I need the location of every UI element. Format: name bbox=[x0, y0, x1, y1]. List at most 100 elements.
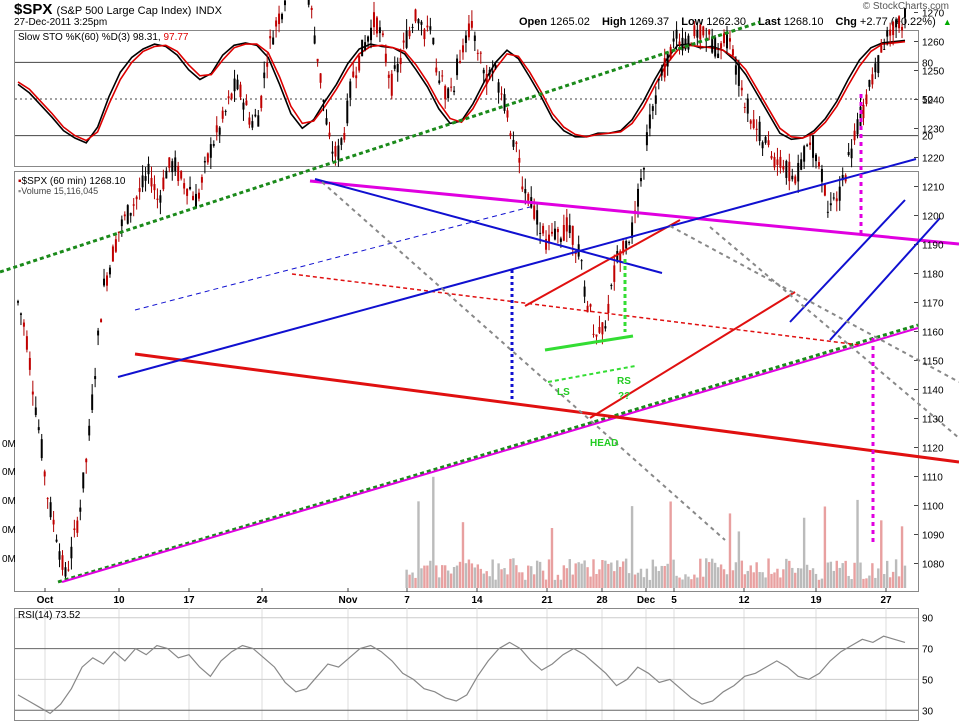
candle-body bbox=[396, 63, 399, 73]
sto-tick-label: 20 bbox=[922, 132, 934, 143]
candle-body bbox=[17, 301, 19, 303]
x-tick-label: Nov bbox=[339, 595, 358, 606]
candle-body bbox=[156, 198, 159, 200]
candle-body bbox=[565, 217, 568, 232]
price-tick-label: 1100 bbox=[922, 502, 944, 513]
candle-body bbox=[108, 267, 111, 275]
candle-body bbox=[212, 144, 215, 146]
candle-body bbox=[657, 78, 660, 81]
chg-value: +2.77 (+0.22%) bbox=[859, 16, 936, 28]
candle-body bbox=[622, 241, 625, 254]
candle-body bbox=[601, 322, 604, 335]
volume-bar bbox=[553, 579, 557, 588]
magenta-resistance bbox=[309, 179, 959, 246]
candle-body bbox=[37, 427, 40, 431]
volume-bar bbox=[903, 565, 907, 588]
red-support bbox=[134, 352, 959, 464]
candle-body bbox=[880, 45, 883, 53]
candle-body bbox=[269, 36, 272, 39]
exchange: INDX bbox=[195, 5, 222, 17]
candle-body bbox=[512, 139, 515, 147]
volume-bar bbox=[446, 570, 450, 588]
candle-body bbox=[734, 65, 737, 75]
candle-body bbox=[714, 37, 717, 57]
candle-body bbox=[322, 99, 325, 103]
volume-bar bbox=[755, 562, 758, 588]
volume-bar bbox=[669, 501, 672, 588]
volume-bar bbox=[458, 561, 462, 588]
price-panel-frame bbox=[14, 171, 919, 592]
volume-bar bbox=[494, 579, 497, 588]
candle-body bbox=[283, 0, 286, 6]
volume-bar bbox=[752, 572, 755, 588]
volume-bars bbox=[405, 476, 907, 588]
volume-bar bbox=[734, 562, 738, 588]
candle-body bbox=[654, 95, 657, 104]
volume-bar bbox=[521, 572, 524, 588]
candle-body bbox=[708, 29, 711, 35]
candle-body bbox=[447, 88, 450, 99]
price-legend-dot: ▪ bbox=[18, 176, 22, 187]
candle-body bbox=[717, 53, 720, 59]
candle-body bbox=[497, 82, 500, 93]
volume-bar bbox=[802, 517, 806, 588]
candle-body bbox=[414, 9, 417, 22]
candle-body bbox=[645, 132, 648, 146]
volume-bar bbox=[888, 577, 892, 588]
volume-bar bbox=[853, 562, 856, 588]
volume-bar bbox=[681, 579, 684, 588]
candle-body bbox=[150, 177, 153, 187]
candle-body bbox=[197, 192, 200, 199]
candle-body bbox=[699, 24, 702, 40]
rsi-tick-label: 70 bbox=[922, 645, 934, 656]
candle-body bbox=[895, 19, 898, 28]
candle-body bbox=[171, 161, 174, 173]
x-tick-label: 7 bbox=[404, 595, 410, 606]
candle-body bbox=[100, 319, 103, 323]
annotation-question: ?? bbox=[618, 391, 630, 402]
volume-bar bbox=[663, 565, 666, 588]
candle-body bbox=[117, 231, 120, 234]
volume-bar bbox=[868, 575, 871, 588]
candle-body bbox=[723, 33, 726, 44]
candle-body bbox=[648, 114, 651, 129]
candle-body bbox=[696, 29, 699, 38]
volume-bar bbox=[595, 573, 598, 588]
candle-body bbox=[111, 246, 114, 262]
candle-body bbox=[755, 128, 758, 130]
volume-bar bbox=[862, 578, 865, 588]
volume-bar bbox=[429, 560, 432, 588]
candle-body bbox=[542, 225, 545, 234]
volume-bar bbox=[571, 574, 574, 588]
volume-bar bbox=[725, 574, 729, 588]
candle-body bbox=[70, 546, 73, 559]
volume-tick-label: 0M bbox=[2, 496, 16, 507]
candle-body bbox=[114, 239, 117, 252]
price-tick-label: 1230 bbox=[922, 125, 945, 136]
last-value: 1268.10 bbox=[783, 16, 824, 28]
volume-bar bbox=[814, 573, 818, 588]
candle-body bbox=[31, 391, 34, 395]
red-rise-1 bbox=[524, 219, 681, 307]
candle-body bbox=[384, 53, 387, 63]
candle-body bbox=[491, 71, 494, 73]
candle-body bbox=[263, 72, 266, 79]
candle-body bbox=[132, 204, 135, 206]
candle-body bbox=[387, 74, 390, 78]
price-bars bbox=[17, 0, 906, 582]
candle-body bbox=[571, 225, 574, 245]
volume-bar bbox=[435, 565, 438, 588]
volume-bar bbox=[657, 570, 660, 588]
volume-bar bbox=[865, 578, 868, 588]
candle-body bbox=[310, 7, 313, 10]
candle-body bbox=[168, 157, 171, 168]
candle-body bbox=[358, 55, 361, 71]
candle-body bbox=[815, 154, 818, 162]
candle-body bbox=[361, 39, 364, 57]
volume-bar bbox=[497, 563, 500, 588]
candle-body bbox=[838, 186, 841, 201]
candle-body bbox=[548, 234, 551, 244]
candle-body bbox=[138, 188, 141, 192]
candle-body bbox=[215, 125, 218, 133]
volume-bar bbox=[770, 573, 773, 588]
